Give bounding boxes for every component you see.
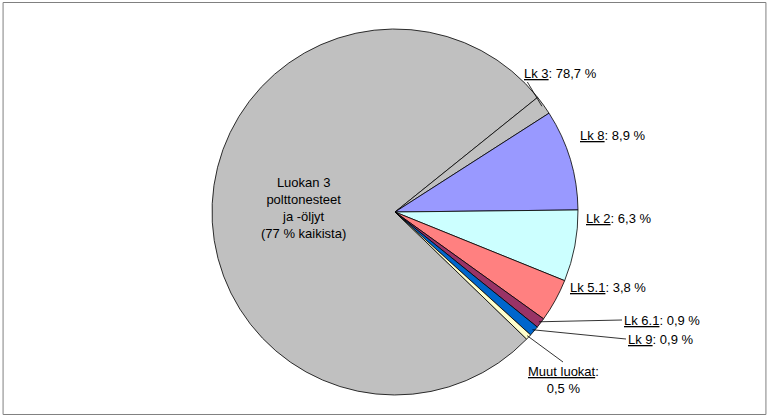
svg-text:Muut luokat:0,5 %: Muut luokat:0,5 % <box>528 364 599 396</box>
svg-text:Lk 9: 0,9 %: Lk 9: 0,9 % <box>628 332 693 347</box>
svg-text:Luokan 3polttonesteetja -öljyt: Luokan 3polttonesteetja -öljyt(77 % kaik… <box>261 175 346 241</box>
svg-text:Lk 5.1: 3,8 %: Lk 5.1: 3,8 % <box>570 280 646 295</box>
svg-text:Lk 2: 6,3 %: Lk 2: 6,3 % <box>586 211 651 226</box>
svg-text:Lk 3: 78,7 %: Lk 3: 78,7 % <box>524 66 597 81</box>
svg-text:Lk 6.1: 0,9 %: Lk 6.1: 0,9 % <box>624 313 700 328</box>
svg-text:Lk 8: 8,9 %: Lk 8: 8,9 % <box>580 128 645 143</box>
